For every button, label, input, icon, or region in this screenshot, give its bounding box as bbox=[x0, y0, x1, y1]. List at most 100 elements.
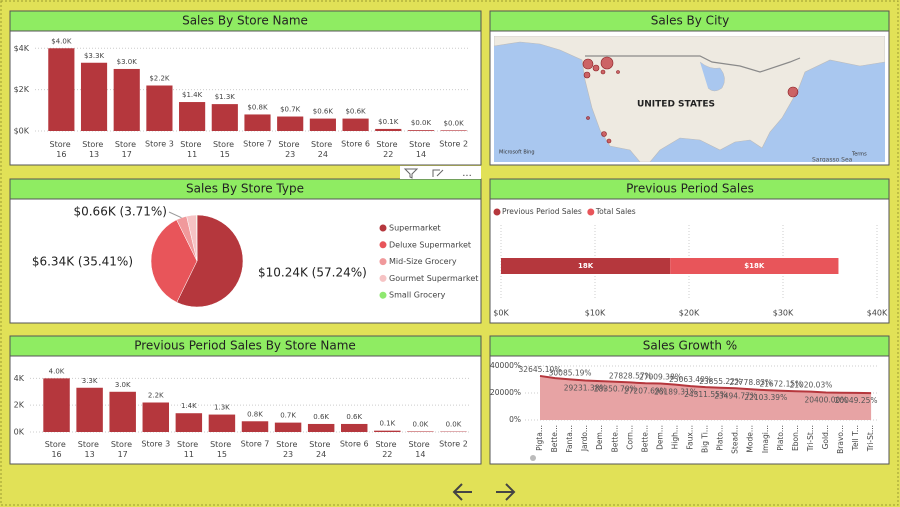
bar bbox=[109, 391, 136, 432]
scroll-handle[interactable] bbox=[530, 455, 536, 461]
x-tick-label: High... bbox=[670, 425, 679, 449]
data-label: 29231.38% bbox=[564, 384, 607, 393]
panel-title: Previous Period Sales bbox=[626, 182, 754, 196]
x-tick-label: Store 3 bbox=[141, 440, 170, 449]
x-tick-label: Bette... bbox=[550, 425, 559, 452]
bar bbox=[440, 130, 467, 131]
bar bbox=[179, 102, 206, 131]
y-tick-label: 40000% bbox=[490, 361, 521, 370]
x-tick-label: Plato... bbox=[716, 425, 725, 451]
data-label: 23855.22% bbox=[699, 377, 742, 386]
next-page-arrow[interactable] bbox=[496, 483, 516, 501]
map-border bbox=[585, 55, 801, 73]
panel bbox=[489, 178, 890, 324]
x-tick-label: Store 11 bbox=[180, 140, 204, 159]
map-bubbles bbox=[582, 56, 799, 144]
data-label: 1.3K bbox=[214, 404, 230, 412]
panel-header bbox=[489, 335, 890, 357]
data-label: 1.4K bbox=[181, 402, 197, 410]
x-tick-label: Tell T... bbox=[851, 425, 860, 451]
x-tick-label: $40K bbox=[867, 309, 888, 318]
data-label: $18K bbox=[744, 262, 765, 270]
x-tick-label: Bravo... bbox=[836, 425, 845, 454]
panel-title: Sales By Store Type bbox=[186, 182, 304, 196]
y-tick-label: 20000% bbox=[490, 388, 521, 397]
data-label: 24311.55% bbox=[684, 390, 727, 399]
legend-label: Deluxe Supermarket bbox=[389, 240, 471, 249]
data-label: 28350.70% bbox=[594, 385, 637, 394]
data-label: 21672.15% bbox=[759, 380, 802, 389]
x-tick-label: Gold... bbox=[821, 425, 830, 449]
map-terms: Terms bbox=[851, 152, 867, 158]
legend-label: Previous Period Sales bbox=[502, 207, 582, 216]
focus-icon[interactable] bbox=[432, 169, 444, 177]
pie-slice bbox=[176, 214, 244, 308]
data-label: 21020.03% bbox=[789, 381, 832, 390]
x-tick-label: Store 23 bbox=[276, 440, 300, 459]
data-label: $0.6K bbox=[313, 108, 334, 116]
x-tick-label: Bette... bbox=[610, 425, 619, 452]
bar bbox=[146, 85, 173, 131]
prev-page-arrow[interactable] bbox=[452, 483, 472, 501]
legend-label: Supermarket bbox=[389, 224, 441, 233]
panel-header bbox=[9, 10, 482, 32]
bar bbox=[113, 68, 140, 131]
data-label: $0.6K bbox=[345, 108, 366, 116]
x-tick-label: Bette... bbox=[640, 425, 649, 452]
x-tick-label: Store 22 bbox=[375, 440, 399, 459]
x-tick-label: Store 7 bbox=[241, 440, 270, 449]
data-label: $1.4K bbox=[182, 91, 203, 99]
x-tick-label: Store 16 bbox=[45, 440, 69, 459]
x-tick-label: Store 11 bbox=[177, 440, 201, 459]
x-tick-label: Store 6 bbox=[340, 440, 369, 449]
data-label: $1.3K bbox=[215, 93, 236, 101]
data-label: 4.0K bbox=[49, 367, 65, 375]
bar-segment bbox=[501, 258, 671, 274]
x-tick-label: Corn... bbox=[625, 425, 634, 450]
filter-icon[interactable] bbox=[403, 168, 419, 179]
data-label: $10.24K (57.24%) bbox=[258, 266, 367, 280]
bar bbox=[342, 118, 369, 131]
x-tick-label: Store 15 bbox=[210, 440, 234, 459]
bar bbox=[407, 431, 434, 432]
data-label: 20049.25% bbox=[835, 396, 878, 405]
data-label: $0.0K bbox=[411, 119, 432, 127]
line bbox=[539, 374, 872, 395]
bar bbox=[80, 62, 108, 131]
data-label: $4.0K bbox=[51, 37, 72, 45]
bar bbox=[309, 118, 336, 131]
y-tick-label: $4K bbox=[14, 44, 30, 53]
leader-line bbox=[168, 211, 182, 219]
legend-marker bbox=[493, 208, 501, 216]
data-label: $2.2K bbox=[149, 75, 170, 83]
x-tick-label: Stead... bbox=[731, 425, 740, 454]
x-tick-label: Store 23 bbox=[278, 140, 302, 159]
x-tick-label: Store 13 bbox=[82, 140, 106, 159]
map-country-label: UNITED STATES bbox=[637, 100, 715, 110]
x-tick-label: $30K bbox=[773, 309, 794, 318]
panel-title: Sales Growth % bbox=[643, 339, 737, 353]
data-label: 0.0K bbox=[413, 420, 429, 428]
x-tick-label: Ebon... bbox=[791, 425, 800, 451]
x-tick-label: Big Ti... bbox=[701, 425, 710, 453]
data-label: 27009.38% bbox=[639, 373, 682, 382]
legend-marker bbox=[379, 241, 387, 249]
legend-marker bbox=[379, 258, 387, 266]
legend-marker bbox=[587, 208, 595, 216]
data-label: 0.1K bbox=[379, 420, 395, 428]
data-label: 0.7K bbox=[280, 412, 296, 420]
y-tick-label: 0% bbox=[509, 415, 521, 424]
x-tick-label: Mode... bbox=[746, 425, 755, 453]
x-tick-label: Store 6 bbox=[341, 140, 370, 149]
panel-header bbox=[9, 335, 482, 357]
bar bbox=[374, 430, 401, 432]
map-lakes bbox=[699, 61, 725, 92]
more-icon[interactable]: ··· bbox=[462, 171, 472, 182]
legend-label: Gourmet Supermarket bbox=[389, 274, 478, 283]
bar bbox=[175, 413, 203, 432]
data-label: $3.0K bbox=[117, 58, 138, 66]
x-tick-label: Store 14 bbox=[409, 140, 433, 159]
data-label: $0.1K bbox=[378, 118, 399, 126]
